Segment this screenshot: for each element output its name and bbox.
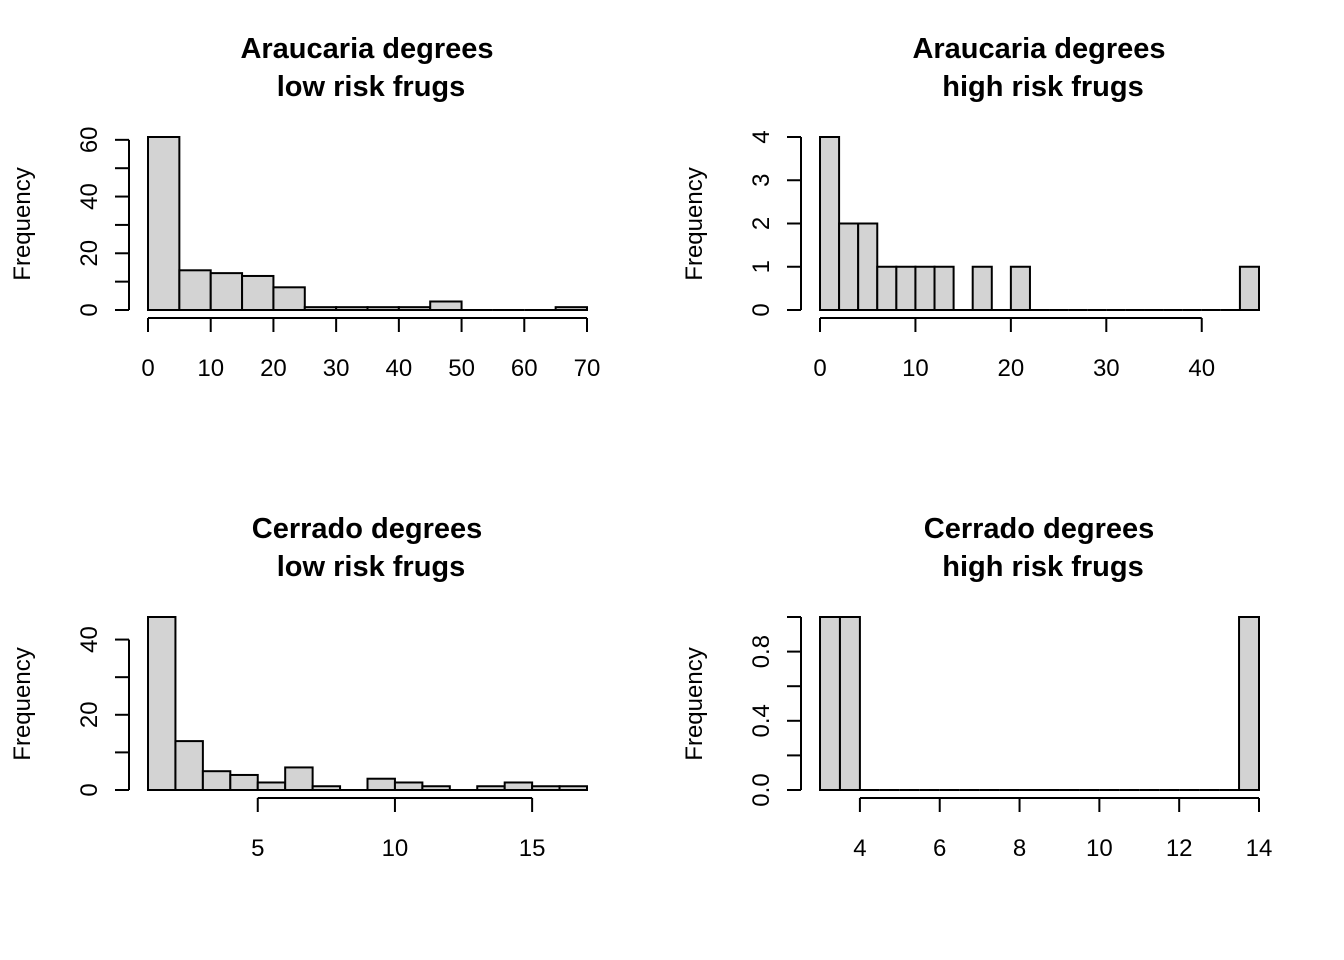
histogram-bar <box>147 616 177 791</box>
x-tick-label: 10 <box>197 355 224 382</box>
x-tick-label: 15 <box>519 835 546 862</box>
histogram-bar <box>429 300 463 311</box>
panel-title-line1: Cerrado degrees <box>252 513 483 545</box>
plot-area: 0 10 20 30 40 0 1 2 3 4 <box>748 130 1261 382</box>
y-tick-label: 0.8 <box>748 635 775 668</box>
x-tick-label: 40 <box>386 355 413 382</box>
histogram-bar <box>838 616 861 791</box>
histogram-bar <box>174 740 204 792</box>
histogram-bar <box>311 785 342 792</box>
histogram-bar <box>914 265 936 311</box>
y-tick-label: 0 <box>748 303 775 316</box>
x-tick-label: 10 <box>902 355 929 382</box>
histogram-bar <box>393 781 424 792</box>
x-tick-label: 5 <box>251 835 264 862</box>
histogram-bar <box>819 136 841 311</box>
histogram-bar <box>397 306 432 312</box>
plot-area: 4 6 8 10 12 14 0.0 0.4 0.8 <box>748 616 1273 862</box>
histogram-bar <box>531 785 561 792</box>
y-tick-label: 2 <box>748 217 775 230</box>
histogram-bar <box>209 272 244 311</box>
histogram-bar <box>876 265 898 311</box>
y-tick-label: 0.4 <box>748 704 775 737</box>
histogram-bar <box>558 785 588 792</box>
histogram-bar <box>1238 616 1260 791</box>
histogram-bar <box>838 222 860 311</box>
panel-title-line2: low risk frugs <box>277 71 466 103</box>
x-tick-label: 30 <box>323 355 350 382</box>
histogram-bar <box>971 265 993 311</box>
y-axis-label: Frequency <box>9 647 36 760</box>
histogram-bar <box>303 306 338 312</box>
histogram-bar <box>1009 265 1031 311</box>
histogram-bar <box>895 265 917 311</box>
x-tick-label: 20 <box>260 355 287 382</box>
x-tick-label: 0 <box>813 355 826 382</box>
histogram-bar <box>819 616 841 791</box>
histogram-bar <box>857 222 879 311</box>
panel-araucaria-high: Araucaria degrees high risk frugs Freque… <box>681 33 1261 382</box>
x-tick-label: 10 <box>1086 835 1113 862</box>
x-tick-label: 50 <box>448 355 475 382</box>
panel-title-line2: high risk frugs <box>942 551 1143 583</box>
y-tick-label: 3 <box>748 174 775 187</box>
histogram-bar <box>1238 265 1261 311</box>
y-tick-label: 1 <box>748 260 775 273</box>
histogram-bar <box>256 781 287 792</box>
y-axis-label: Frequency <box>681 167 708 280</box>
y-axis-label: Frequency <box>9 167 36 280</box>
histogram-bar <box>503 781 534 792</box>
histogram-bar <box>366 306 400 312</box>
histogram-bar <box>421 785 451 792</box>
histogram-bar <box>933 265 955 311</box>
y-tick-label: 20 <box>76 701 103 728</box>
y-axis-label: Frequency <box>681 647 708 760</box>
y-tick-label: 0 <box>76 783 103 796</box>
x-tick-label: 40 <box>1188 355 1215 382</box>
panel-cerrado-high: Cerrado degrees high risk frugs Frequenc… <box>681 513 1272 862</box>
plot-area: 0 10 20 30 40 50 60 70 0 20 40 60 <box>76 126 600 382</box>
x-tick-label: 70 <box>574 355 601 382</box>
y-tick-label: 60 <box>76 126 103 153</box>
histogram-bar <box>476 785 506 792</box>
histogram-bar <box>147 136 181 311</box>
y-tick-label: 0.0 <box>748 773 775 806</box>
x-tick-label: 30 <box>1093 355 1120 382</box>
histogram-bar <box>178 269 212 311</box>
x-tick-label: 8 <box>1013 835 1026 862</box>
x-tick-label: 12 <box>1166 835 1193 862</box>
x-tick-label: 10 <box>382 835 409 862</box>
y-tick-label: 40 <box>76 626 103 653</box>
histogram-bar <box>554 306 589 312</box>
histogram-bar <box>335 306 369 312</box>
y-tick-label: 20 <box>76 240 103 267</box>
histogram-bar <box>272 286 306 311</box>
panel-cerrado-low: Cerrado degrees low risk frugs Frequency… <box>9 513 588 862</box>
panel-araucaria-low: Araucaria degrees low risk frugs Frequen… <box>9 33 600 382</box>
histogram-bar <box>229 773 259 792</box>
histogram-bar <box>241 274 275 312</box>
y-tick-label: 0 <box>76 303 103 316</box>
x-tick-label: 4 <box>853 835 866 862</box>
panel-title-line1: Araucaria degrees <box>240 33 493 65</box>
y-tick-label: 40 <box>76 183 103 210</box>
histogram-bar <box>284 766 314 791</box>
histogram-bar <box>366 777 396 792</box>
x-tick-label: 60 <box>511 355 538 382</box>
x-tick-label: 6 <box>933 835 946 862</box>
panel-title-line2: low risk frugs <box>277 551 466 583</box>
panel-title-line2: high risk frugs <box>942 71 1143 103</box>
plot-area: 5 10 15 0 20 40 <box>76 616 588 862</box>
panel-title-line1: Cerrado degrees <box>924 513 1155 545</box>
x-tick-label: 0 <box>141 355 154 382</box>
panel-title-line1: Araucaria degrees <box>912 33 1165 65</box>
x-tick-label: 20 <box>998 355 1025 382</box>
x-tick-label: 14 <box>1246 835 1273 862</box>
histogram-bar <box>201 770 232 792</box>
y-tick-label: 4 <box>748 130 775 143</box>
